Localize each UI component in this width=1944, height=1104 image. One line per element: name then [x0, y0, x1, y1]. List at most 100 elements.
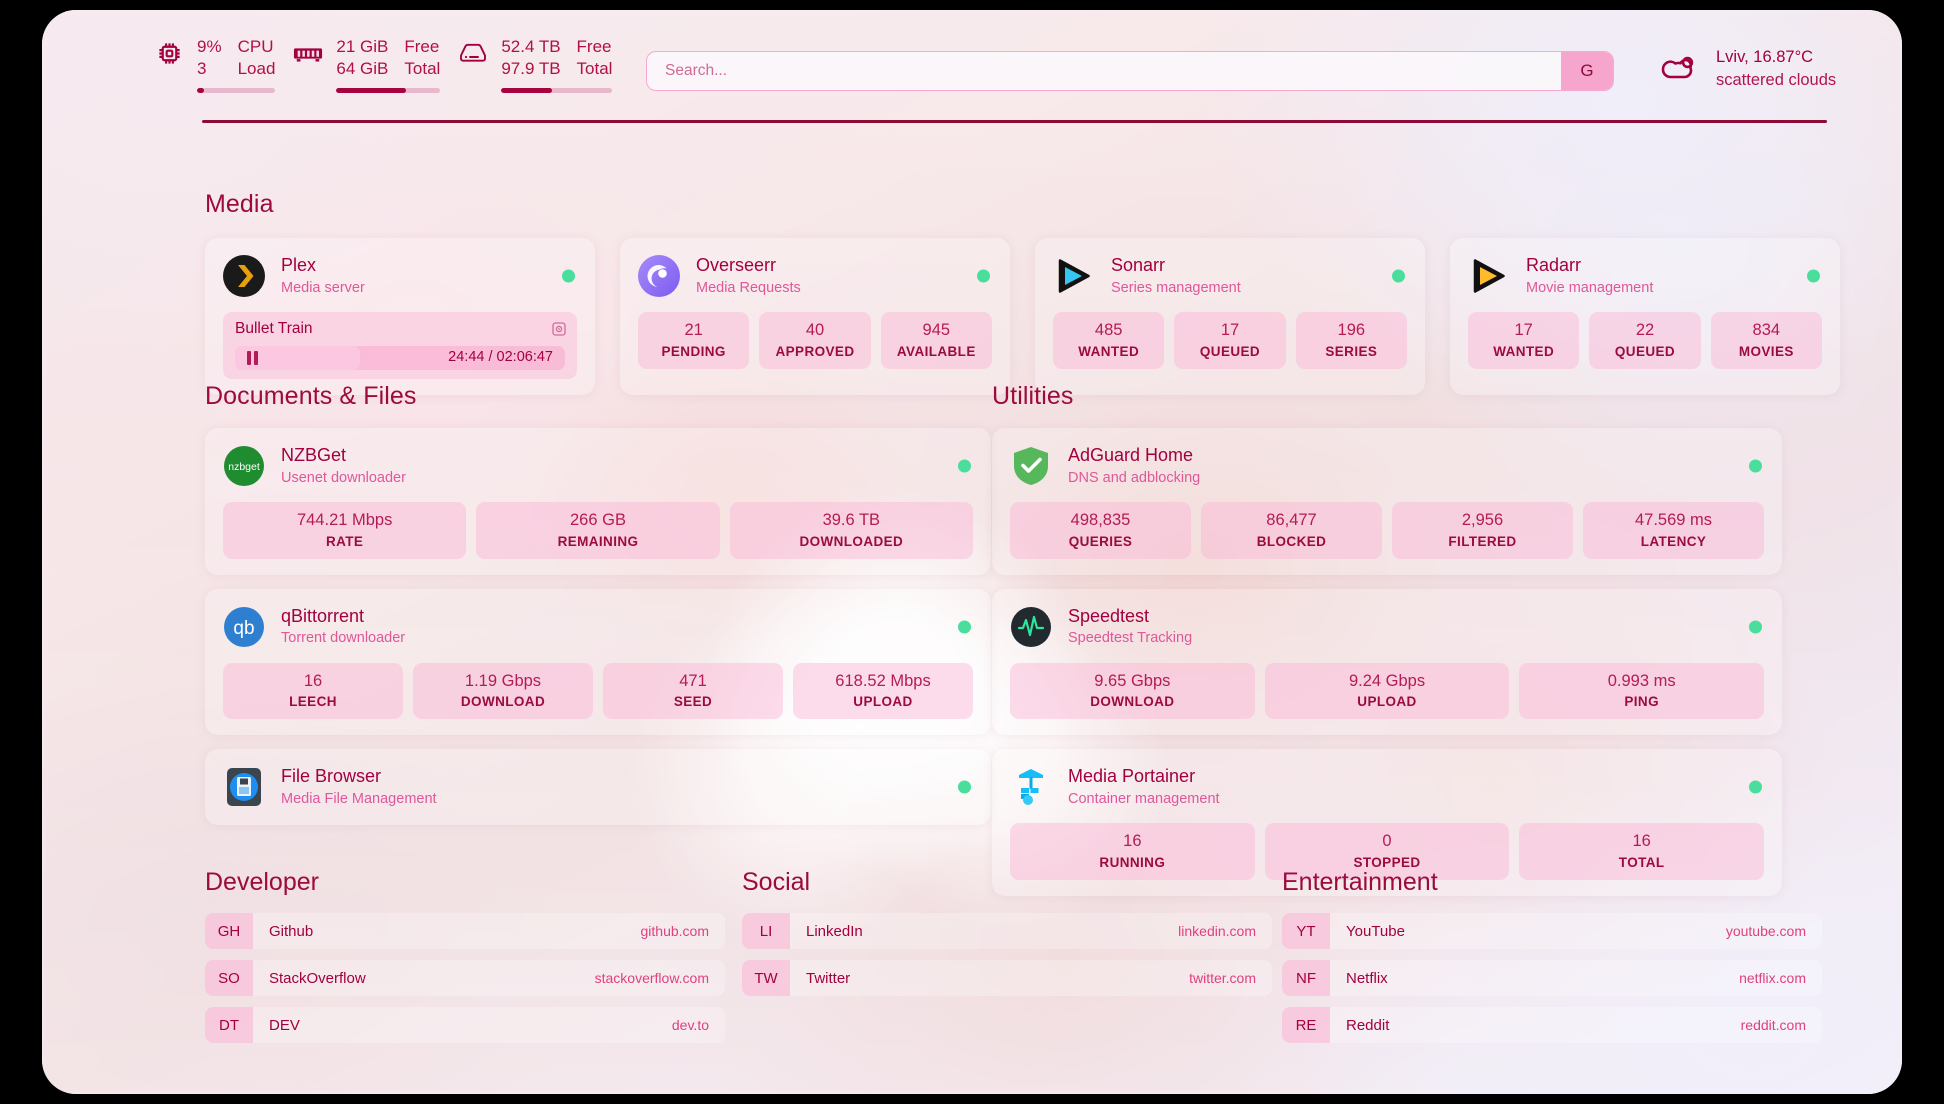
bookmark-link-youtube[interactable]: YT YouTube youtube.com	[1282, 913, 1822, 949]
card-title: Overseerr	[696, 255, 777, 275]
stat-row: 16 RUNNING 0 STOPPED 16 TOTAL	[1010, 823, 1765, 880]
cast-icon[interactable]	[551, 321, 567, 337]
stat-tile[interactable]: 22 QUEUED	[1589, 312, 1701, 369]
card-subtitle: Series management	[1111, 279, 1241, 296]
stat-value: 834	[1752, 321, 1781, 340]
card-header[interactable]: Overseerr Media Requests	[638, 254, 992, 298]
stat-label: SERIES	[1325, 343, 1378, 359]
card-header[interactable]: nzbget NZBGet Usenet downloader	[223, 444, 973, 488]
card-header[interactable]: Media Portainer Container management	[1010, 765, 1764, 809]
stat-tile[interactable]: 9.24 Gbps UPLOAD	[1264, 662, 1510, 719]
resource-values: 9% 3	[197, 36, 222, 81]
service-card-qbittorrent[interactable]: qb qBittorrent Torrent downloader 16 LEE…	[205, 588, 991, 735]
card-header[interactable]: AdGuard Home DNS and adblocking	[1010, 444, 1764, 488]
stat-tile[interactable]: 17 QUEUED	[1174, 312, 1286, 369]
stat-tile[interactable]: 16 TOTAL	[1519, 823, 1765, 880]
bookmark-link-stackoverflow[interactable]: SO StackOverflow stackoverflow.com	[205, 960, 725, 996]
card-title: Sonarr	[1111, 255, 1166, 275]
stat-value: 471	[679, 671, 707, 690]
playback-progress-bar[interactable]: 24:44 / 02:06:47	[235, 346, 565, 371]
resource-value-primary: 9%	[197, 37, 222, 56]
stat-row: 21 PENDING 40 APPROVED 945 AVAILABLE	[638, 312, 992, 369]
stat-row: 17 WANTED 22 QUEUED 834 MOVIES	[1468, 312, 1822, 369]
bookmark-name: YouTube	[1346, 922, 1405, 940]
bookmark-url: youtube.com	[1725, 923, 1806, 939]
stat-tile[interactable]: 16 RUNNING	[1010, 823, 1255, 880]
stat-tile[interactable]: 16 LEECH	[223, 662, 403, 719]
stat-tile[interactable]: 47.569 ms LATENCY	[1583, 502, 1764, 559]
stat-value: 945	[922, 321, 951, 340]
bookmark-link-linkedin[interactable]: LI LinkedIn linkedin.com	[742, 913, 1272, 949]
service-card-media-portainer[interactable]: Media Portainer Container management 16 …	[992, 749, 1782, 896]
stat-tile[interactable]: 471 SEED	[603, 662, 783, 719]
bookmark-url: linkedin.com	[1178, 923, 1256, 939]
stat-tile[interactable]: 39.6 TB DOWNLOADED	[729, 502, 973, 559]
bookmark-link-github[interactable]: GH Github github.com	[205, 913, 725, 949]
bookmark-link-dev[interactable]: DT DEV dev.to	[205, 1007, 725, 1043]
service-card-plex[interactable]: Plex Media server Bullet Train 24:44 / 0…	[205, 238, 595, 396]
bookmark-name: Reddit	[1346, 1016, 1390, 1034]
resource-widget-ram: 21 GiB 64 GiB Free Total	[293, 36, 458, 93]
stat-tile[interactable]: 485 WANTED	[1053, 312, 1165, 369]
stat-tile[interactable]: 21 PENDING	[638, 312, 750, 369]
stat-tile[interactable]: 40 APPROVED	[759, 312, 871, 369]
search-bar[interactable]: G	[646, 51, 1614, 91]
status-indicator-online	[562, 269, 575, 283]
stat-tile[interactable]: 0.993 ms PING	[1519, 662, 1765, 719]
stat-label: QUERIES	[1068, 533, 1133, 549]
stat-tile[interactable]: 744.21 Mbps RATE	[223, 502, 467, 559]
plex-icon	[223, 255, 265, 298]
card-header[interactable]: Sonarr Series management	[1053, 254, 1407, 298]
service-card-nzbget[interactable]: nzbget NZBGet Usenet downloader 744.21 M…	[205, 428, 991, 575]
service-card-adguard-home[interactable]: AdGuard Home DNS and adblocking 498,835 …	[992, 428, 1782, 575]
bookmark-url: stackoverflow.com	[594, 970, 709, 986]
stat-tile[interactable]: 9.65 Gbps DOWNLOAD	[1010, 662, 1255, 719]
bookmark-link-reddit[interactable]: RE Reddit reddit.com	[1282, 1007, 1822, 1043]
stat-label: LATENCY	[1640, 533, 1707, 549]
stat-tile[interactable]: 86,477 BLOCKED	[1201, 502, 1382, 559]
card-subtitle: Container management	[1068, 790, 1220, 807]
service-card-sonarr[interactable]: Sonarr Series management 485 WANTED 17 Q…	[1035, 238, 1425, 396]
stat-tile[interactable]: 266 GB REMAINING	[476, 502, 720, 559]
stat-row: 16 LEECH 1.19 Gbps DOWNLOAD 471 SEED 618…	[223, 662, 973, 719]
bookmark-group-title: Social	[742, 868, 811, 896]
card-title: NZBGet	[281, 445, 347, 465]
stat-label: BLOCKED	[1256, 533, 1327, 549]
stat-tile[interactable]: 498,835 QUERIES	[1010, 502, 1191, 559]
stat-tile[interactable]: 945 AVAILABLE	[880, 312, 992, 369]
search-input[interactable]	[647, 52, 1561, 90]
stat-row: 498,835 QUERIES 86,477 BLOCKED 2,956 FIL…	[1010, 502, 1764, 559]
stat-label: PENDING	[661, 343, 726, 359]
card-header[interactable]: File Browser Media File Management	[223, 765, 973, 809]
bookmark-group-entertainment: Entertainment YT YouTube youtube.com NF …	[1282, 868, 1822, 1054]
stat-value: 40	[805, 321, 825, 340]
stat-tile[interactable]: 17 WANTED	[1468, 312, 1580, 369]
service-card-speedtest[interactable]: Speedtest Speedtest Tracking 9.65 Gbps D…	[992, 588, 1782, 735]
service-card-overseerr[interactable]: Overseerr Media Requests 21 PENDING 40 A…	[620, 238, 1010, 396]
search-submit-button[interactable]: G	[1561, 52, 1613, 90]
card-header[interactable]: qb qBittorrent Torrent downloader	[223, 605, 973, 649]
stat-tile[interactable]: 0 STOPPED	[1264, 823, 1510, 880]
portainer-icon	[1010, 766, 1052, 808]
card-header[interactable]: Plex Media server	[223, 254, 577, 298]
stat-tile[interactable]: 1.19 Gbps DOWNLOAD	[413, 662, 593, 719]
stat-tile[interactable]: 2,956 FILTERED	[1392, 502, 1573, 559]
stat-tile[interactable]: 618.52 Mbps UPLOAD	[793, 662, 973, 719]
service-card-radarr[interactable]: Radarr Movie management 17 WANTED 22 QUE…	[1450, 238, 1840, 396]
resource-widget-disk: 52.4 TB 97.9 TB Free Total	[458, 36, 630, 93]
card-header[interactable]: Radarr Movie management	[1468, 254, 1822, 298]
utilities-card-column: AdGuard Home DNS and adblocking 498,835 …	[992, 428, 1782, 896]
card-header[interactable]: Speedtest Speedtest Tracking	[1010, 605, 1764, 649]
stat-label: MOVIES	[1738, 343, 1794, 359]
stat-value: 1.19 Gbps	[464, 671, 542, 690]
stat-label: UPLOAD	[1357, 694, 1417, 709]
bookmark-link-netflix[interactable]: NF Netflix netflix.com	[1282, 960, 1822, 996]
pause-icon[interactable]	[247, 351, 258, 366]
card-subtitle: Speedtest Tracking	[1068, 630, 1193, 646]
service-card-file-browser[interactable]: File Browser Media File Management	[205, 749, 991, 826]
stat-tile[interactable]: 196 SERIES	[1295, 312, 1407, 369]
stat-tile[interactable]: 834 MOVIES	[1710, 312, 1822, 369]
resource-labels: CPU Load	[238, 36, 276, 81]
bookmark-link-twitter[interactable]: TW Twitter twitter.com	[742, 960, 1272, 996]
stat-label: QUEUED	[1614, 343, 1676, 359]
